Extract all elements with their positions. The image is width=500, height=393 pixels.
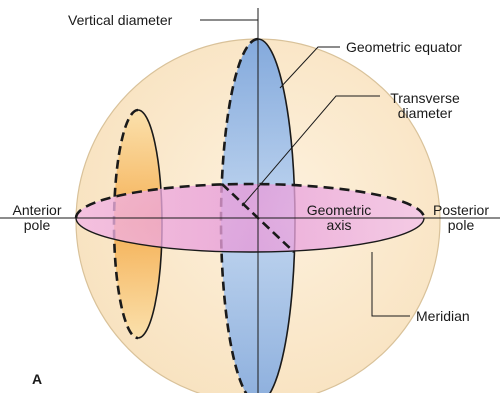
anterior-pole-label-line1: Anterior (12, 202, 62, 218)
geometric-axis-label-line1: Geometric (306, 202, 372, 218)
transverse-diameter-label-line1: Transverse (390, 90, 460, 106)
equatorial-plane-outline-front (75, 217, 425, 253)
transverse-diameter-leader (241, 95, 380, 207)
transverse-diameter-label: Transverse diameter (386, 91, 464, 121)
equatorial-plane-outline-back (74, 182, 426, 219)
geometric-axis-label: Geometric axis (304, 203, 374, 233)
vertical-plane-outline-back (219, 37, 259, 393)
anterior-pole-label-line2: pole (23, 217, 51, 233)
meridian-leader (371, 252, 410, 317)
posterior-pole-label-line2: pole (447, 217, 475, 233)
posterior-pole-label: Posterior pole (426, 203, 496, 233)
transverse-diameter-line (221, 183, 295, 253)
geometric-axis-label-line2: axis (326, 217, 352, 233)
geometric-equator-leader (279, 46, 340, 89)
meridian-label: Meridian (416, 308, 470, 324)
anterior-pole-label: Anterior pole (6, 203, 68, 233)
transverse-diameter-label-line2: diameter (397, 105, 453, 121)
geometric-equator-label: Geometric equator (346, 39, 462, 55)
panel-letter: A (32, 371, 43, 387)
vertical-diameter-label: Vertical diameter (68, 12, 173, 28)
posterior-pole-label-line1: Posterior (432, 202, 490, 218)
